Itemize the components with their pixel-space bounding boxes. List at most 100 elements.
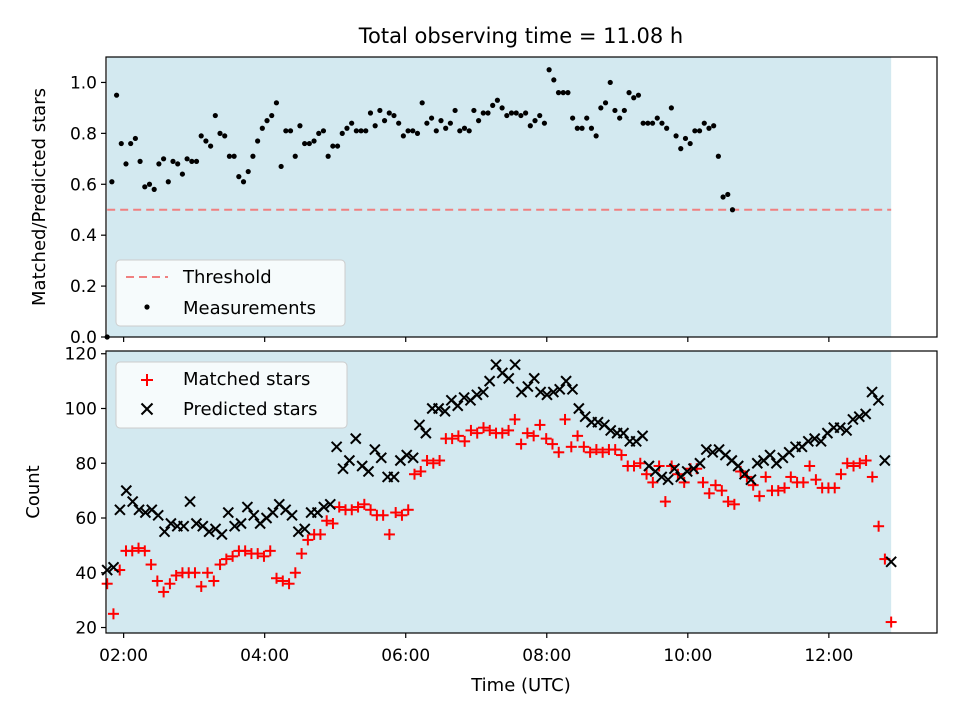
measurement-point bbox=[480, 110, 486, 116]
measurement-point bbox=[414, 130, 421, 136]
matched-star-point bbox=[170, 570, 182, 582]
measurement-point bbox=[518, 112, 524, 119]
predicted-star-point bbox=[203, 525, 215, 538]
matched-star-point bbox=[107, 608, 119, 620]
measurement-point bbox=[198, 133, 204, 139]
bottom-x-tick-label: 04:00 bbox=[240, 646, 289, 666]
measurement-point bbox=[475, 118, 482, 124]
measurement-point bbox=[156, 161, 162, 167]
measurement-point bbox=[645, 120, 651, 126]
measurement-point bbox=[711, 123, 717, 129]
predicted-star-point bbox=[362, 465, 375, 478]
predicted-star-point bbox=[369, 443, 381, 456]
matched-star-point bbox=[653, 460, 665, 472]
measurement-point bbox=[255, 138, 261, 144]
predicted-star-point bbox=[401, 449, 413, 461]
matched-star-point bbox=[804, 460, 816, 472]
predicted-star-point bbox=[483, 375, 496, 387]
predicted-star-point bbox=[120, 484, 133, 497]
matched-star-point bbox=[296, 548, 308, 560]
matched-star-point bbox=[553, 446, 565, 458]
measurement-point bbox=[302, 140, 308, 147]
predicted-star-point bbox=[477, 386, 489, 398]
matched-star-point bbox=[810, 474, 822, 486]
top-plot-frame bbox=[105, 56, 938, 338]
measurement-point bbox=[353, 128, 359, 134]
matched-star-point bbox=[885, 616, 897, 628]
matched-star-point bbox=[459, 435, 471, 447]
measurement-point bbox=[217, 130, 223, 136]
matched-star-point bbox=[772, 485, 784, 497]
measurement-point bbox=[555, 90, 562, 96]
matched-star-point bbox=[283, 578, 295, 590]
matched-star-point bbox=[515, 438, 527, 450]
measurement-point bbox=[419, 100, 425, 106]
measurement-point bbox=[269, 112, 275, 119]
measurement-point bbox=[278, 163, 284, 170]
predicted-star-point bbox=[222, 506, 234, 519]
measurement-point bbox=[565, 90, 571, 96]
threshold-legend-label: Threshold bbox=[182, 267, 272, 288]
predicted-legend-swatch bbox=[140, 402, 154, 416]
measurement-point bbox=[649, 120, 656, 126]
predicted-star-point bbox=[560, 375, 572, 387]
measurement-point bbox=[367, 110, 374, 116]
bottom-y-tick-label: 100 bbox=[65, 399, 97, 419]
matched-star-point bbox=[145, 559, 157, 571]
measurement-point bbox=[654, 115, 660, 121]
measurement-point bbox=[513, 110, 519, 116]
measurement-point bbox=[349, 120, 355, 126]
measurement-point bbox=[118, 140, 124, 147]
predicted-star-point bbox=[107, 561, 120, 573]
predicted-star-point bbox=[879, 454, 891, 467]
measurement-point bbox=[339, 130, 345, 136]
measurement-point bbox=[142, 184, 148, 190]
measurement-point bbox=[240, 179, 247, 185]
bottom-y-tick-label: 20 bbox=[75, 619, 97, 639]
measurement-point bbox=[725, 191, 731, 198]
predicted-star-point bbox=[350, 432, 362, 445]
matched-star-point bbox=[854, 457, 866, 469]
top-y-axis-label: Matched/Predicted stars bbox=[29, 88, 50, 306]
matched-star-point bbox=[528, 430, 540, 442]
matched-star-point bbox=[829, 482, 841, 494]
measurement-point bbox=[396, 120, 402, 126]
predicted-star-point bbox=[330, 441, 343, 453]
predicted-star-point bbox=[471, 389, 483, 401]
matched-star-point bbox=[590, 444, 602, 456]
matched-star-point bbox=[258, 550, 270, 562]
measurement-point bbox=[231, 153, 237, 159]
measurement-point bbox=[588, 125, 595, 131]
matched-star-point bbox=[396, 509, 408, 521]
measurement-point bbox=[682, 135, 689, 142]
matched-star-point bbox=[860, 455, 872, 467]
predicted-star-point bbox=[139, 506, 152, 519]
matched-star-point bbox=[509, 413, 521, 425]
measurement-point bbox=[499, 105, 505, 111]
matched-star-point bbox=[390, 507, 402, 519]
measurement-point bbox=[485, 110, 491, 116]
predicted-star-point bbox=[751, 457, 764, 469]
measurement-point bbox=[287, 128, 294, 134]
predicted-star-point bbox=[388, 471, 400, 483]
predicted-star-point bbox=[808, 432, 821, 445]
measurement-point bbox=[424, 120, 430, 126]
predicted-star-point bbox=[324, 498, 336, 511]
matched-star-point bbox=[408, 468, 420, 480]
measurement-point bbox=[607, 79, 613, 86]
matched-star-point bbox=[722, 496, 734, 508]
measurement-point bbox=[527, 123, 533, 129]
predicted-star-point bbox=[566, 383, 579, 396]
measurement-point bbox=[189, 158, 195, 164]
matched-star-point bbox=[358, 498, 370, 510]
matched-star-point bbox=[572, 430, 584, 442]
measurement-point bbox=[687, 140, 693, 147]
predicted-star-point bbox=[681, 465, 693, 478]
predicted-star-point bbox=[114, 504, 126, 516]
predicted-star-point bbox=[700, 443, 713, 456]
measurement-point bbox=[325, 153, 331, 159]
measurement-point bbox=[433, 128, 439, 134]
top-y-tick-label: 0.4 bbox=[70, 226, 97, 246]
predicted-star-point bbox=[375, 452, 387, 464]
predicted-star-point bbox=[216, 528, 228, 541]
